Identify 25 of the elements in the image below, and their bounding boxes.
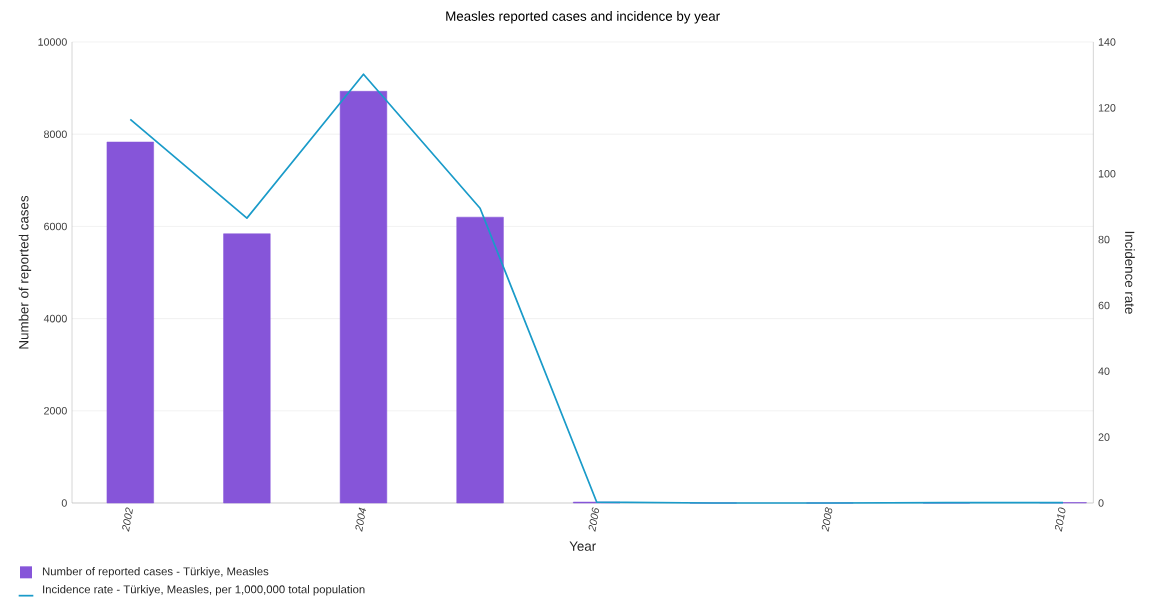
x-tick-label: 2002 (122, 507, 133, 532)
y-tick-label: 2000 (44, 407, 67, 415)
y-tick-label: 6000 (44, 222, 67, 231)
y2-tick-label: 100 (1098, 169, 1116, 178)
y2-tick-label: 20 (1098, 433, 1110, 441)
y2-axis-title: Incidence rate (1125, 231, 1135, 314)
legend-label: Number of reported cases - Türkiye, Measles (42, 567, 269, 578)
y2-tick-label: 80 (1098, 235, 1110, 244)
y2-tick-label: 60 (1098, 301, 1110, 310)
x-tick-label: 2006 (588, 507, 600, 532)
y-tick-label: 10000 (38, 38, 67, 46)
legend-label: Incidence rate - Türkiye, Measles, per 1,000,000 total population (43, 585, 365, 596)
x-axis-title: Year (569, 541, 596, 551)
y2-tick-label: 120 (1098, 104, 1116, 112)
y2-tick-label: 40 (1098, 367, 1110, 376)
y-axis-title: Number of reported cases (18, 195, 32, 349)
y-tick-label: 4000 (43, 314, 67, 323)
x-tick-label: 2010 (1054, 507, 1066, 532)
y-tick-label: 8000 (44, 130, 67, 138)
y2-tick-label: 0 (1098, 499, 1104, 507)
y2-tick-label: 140 (1098, 38, 1116, 46)
y-tick-label: 0 (61, 499, 67, 507)
x-tick-label: 2004 (355, 507, 366, 532)
x-tick-label: 2008 (821, 507, 833, 532)
chart-title: Measles reported cases and incidence by year (446, 11, 720, 24)
